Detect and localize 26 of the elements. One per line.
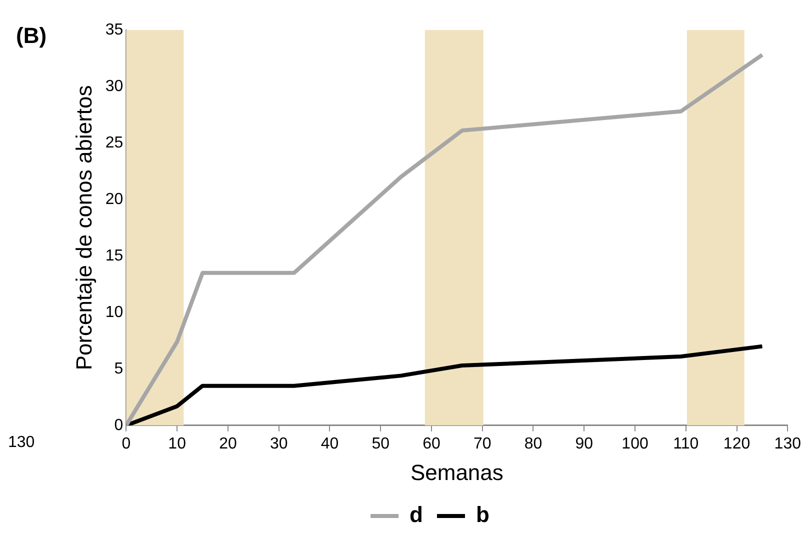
y-tick-label: 0 — [114, 416, 124, 434]
y-tick-label: 10 — [105, 304, 124, 321]
y-tick-label: 15 — [105, 247, 124, 264]
y-tick-label: 25 — [105, 134, 124, 152]
text: (B) — [16, 23, 47, 48]
legend-label: d — [410, 502, 424, 528]
x-tick-label: 80 — [524, 435, 542, 452]
x-tick-label: 10 — [168, 435, 186, 452]
x-tick-label: 40 — [320, 435, 339, 452]
y-tick-label: 5 — [114, 360, 124, 378]
x-tick-label: 70 — [473, 435, 492, 452]
x-tick-label: 120 — [723, 435, 750, 452]
x-tick-label: 20 — [219, 435, 237, 452]
y-tick-label: 30 — [105, 78, 124, 95]
y-axis-title: Porcentaje de conos abiertos — [71, 85, 96, 370]
y-tick-label: 20 — [105, 190, 124, 208]
x-tick-label: 100 — [622, 435, 648, 452]
x-tick-label: 130 — [774, 435, 802, 452]
x-axis-title: Semanas — [410, 460, 504, 485]
legend-label: b — [476, 502, 490, 528]
x-tick-label: 90 — [575, 435, 594, 452]
y-tick-label: 35 — [105, 21, 124, 38]
x-tick-label: 30 — [270, 435, 288, 452]
x-tick-label: 110 — [673, 435, 699, 452]
x-tick-label: 60 — [422, 435, 440, 452]
x-tick-label: 50 — [372, 435, 390, 452]
